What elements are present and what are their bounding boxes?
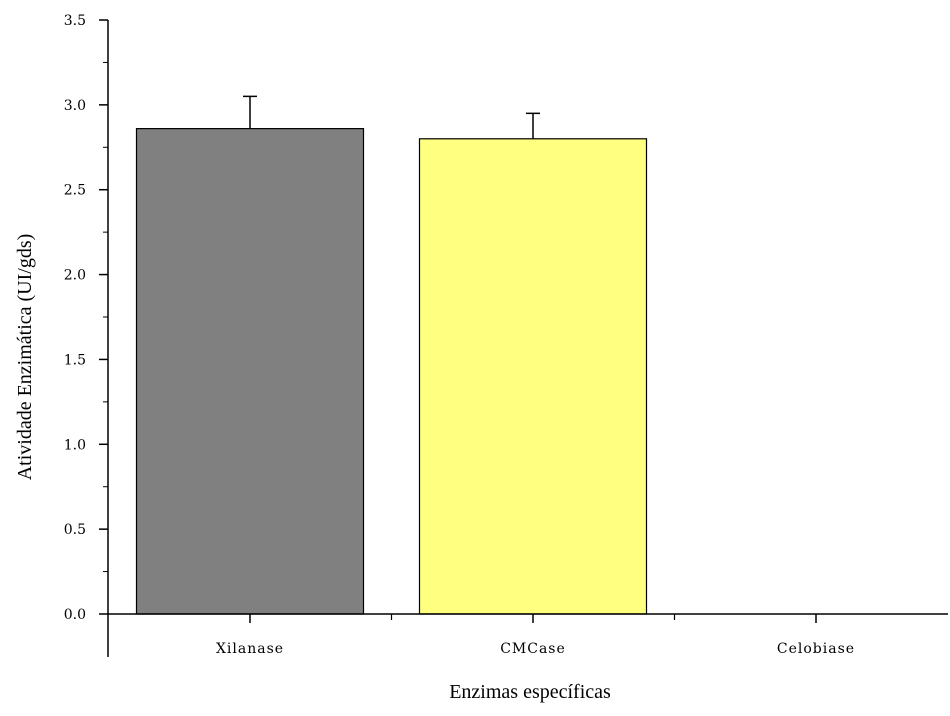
bar-cmcase [418,138,648,615]
x-tick-label: CMCase [500,641,566,657]
x-ticks: Xilanase CMCase Celobiase [216,614,855,657]
y-tick-label: 1.0 [64,437,86,453]
y-tick-label: 3.0 [64,98,86,114]
y-tick-label: 1.5 [64,352,86,368]
y-tick-label: 0.0 [64,607,86,623]
bar-xilanase [135,128,365,615]
y-ticks: 0.0 0.5 1.0 1.5 2.0 2.5 3.0 3.5 [64,13,108,623]
x-tick-label: Xilanase [216,641,284,657]
y-axis-title: Atividade Enzimática (UI/gds) [14,234,36,481]
y-tick-label: 2.5 [64,183,86,199]
y-tick-label: 2.0 [64,268,86,284]
y-tick-label: 3.5 [64,13,86,29]
bars-layer [135,95,648,615]
axes-layer [107,20,948,657]
x-tick-label: Celobiase [777,641,855,657]
y-tick-label: 0.5 [64,522,86,538]
x-axis-title: Enzimas específicas [449,681,611,703]
